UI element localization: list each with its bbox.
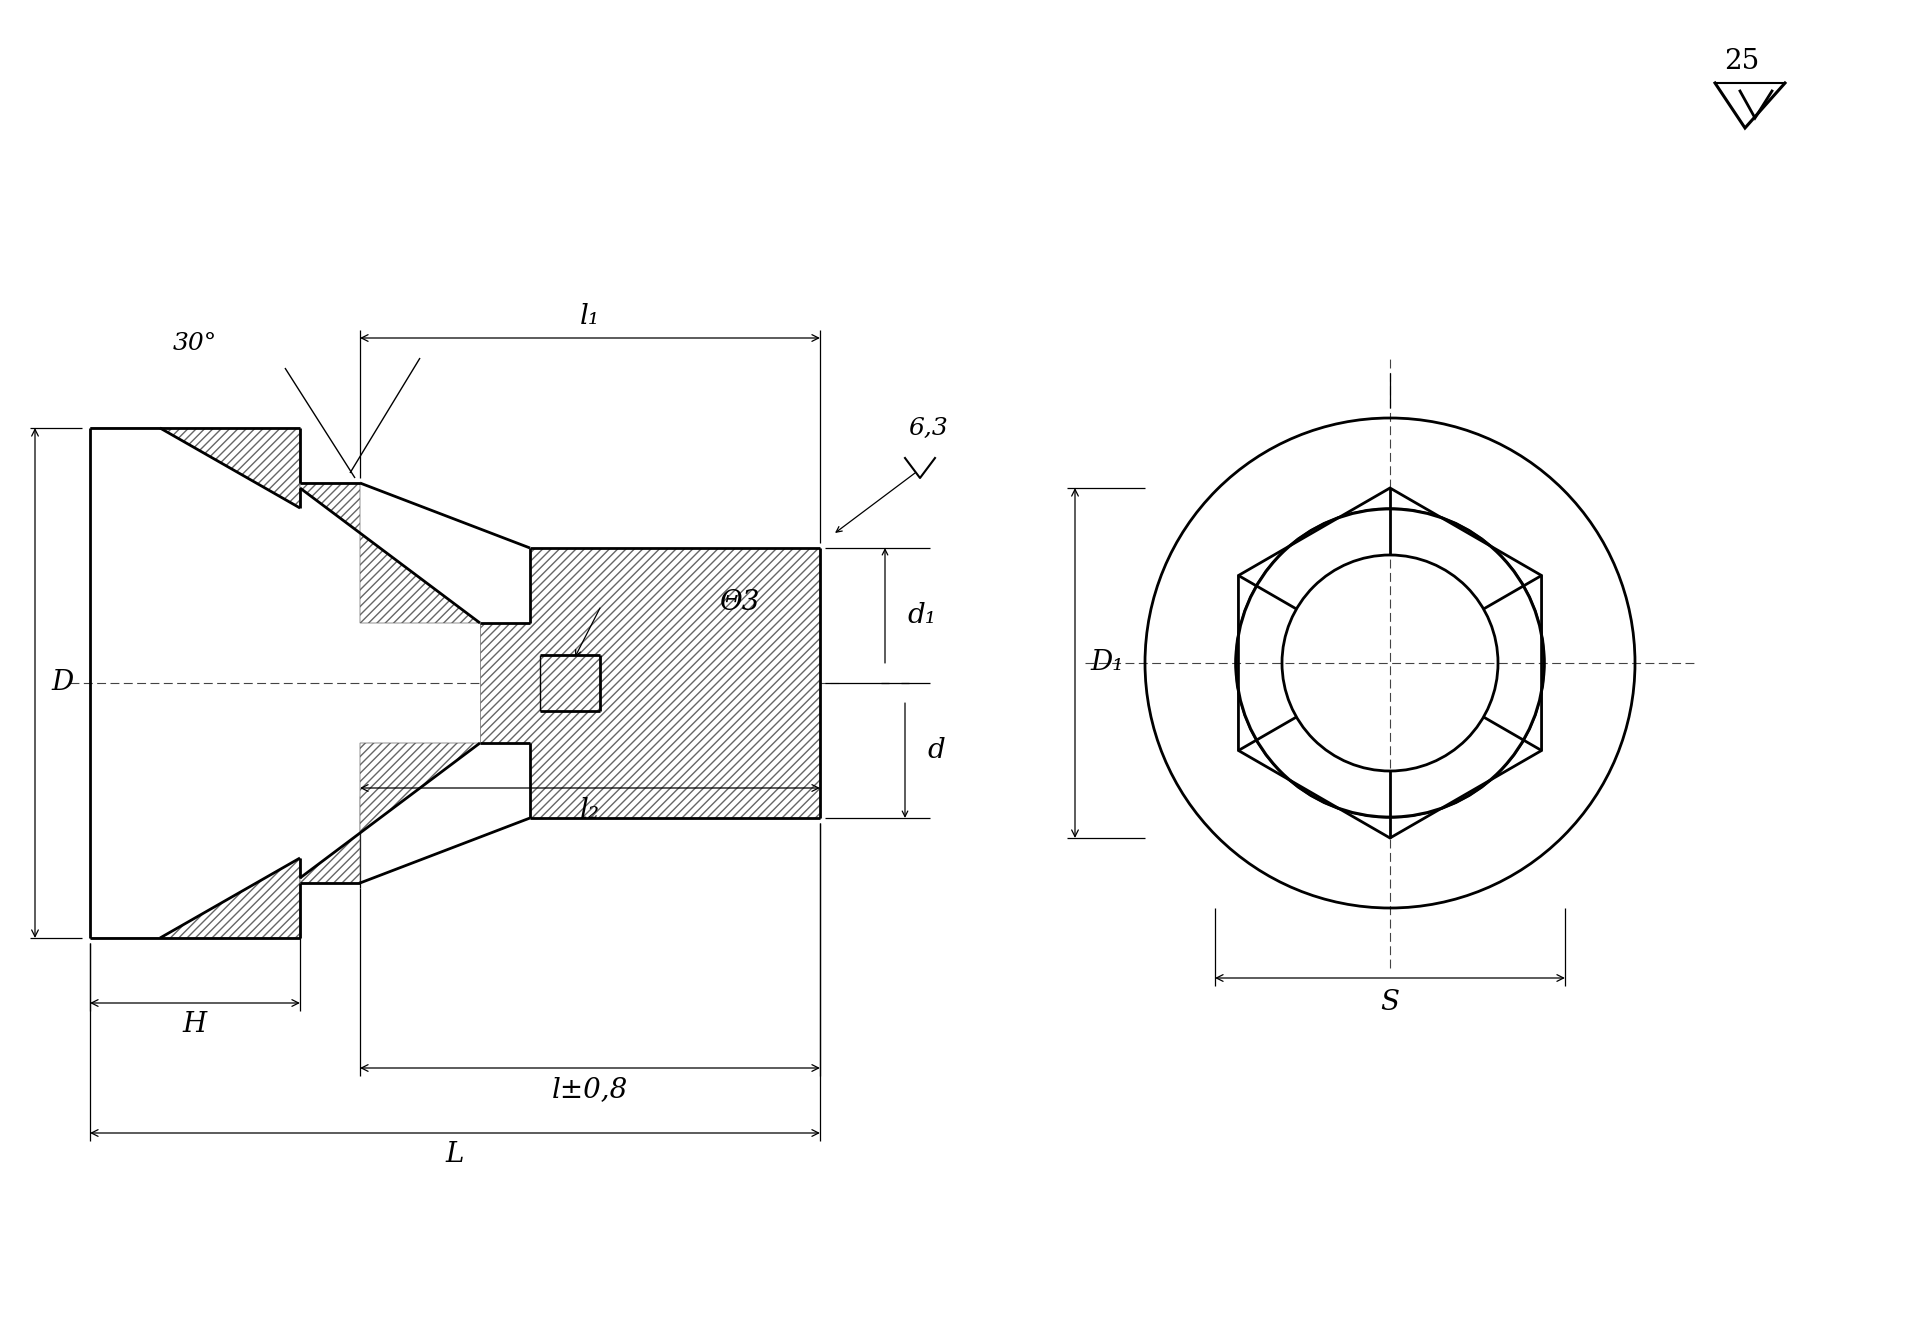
- Polygon shape: [90, 428, 300, 508]
- Text: Θ3: Θ3: [720, 590, 760, 616]
- Text: l±0,8: l±0,8: [551, 1077, 628, 1104]
- Text: D₁: D₁: [1091, 650, 1124, 677]
- Polygon shape: [90, 858, 300, 937]
- Text: 6,3: 6,3: [907, 416, 947, 441]
- Text: S: S: [1380, 990, 1399, 1017]
- Text: D: D: [52, 670, 75, 697]
- Text: L: L: [446, 1142, 465, 1168]
- Text: 25: 25: [1725, 48, 1759, 75]
- Polygon shape: [300, 483, 480, 623]
- Polygon shape: [480, 548, 819, 818]
- Text: l₁: l₁: [580, 302, 599, 329]
- Text: l₂: l₂: [580, 796, 599, 823]
- Text: d₁: d₁: [907, 602, 936, 629]
- Text: d: d: [926, 737, 946, 764]
- Text: H: H: [184, 1011, 207, 1038]
- Polygon shape: [300, 743, 480, 882]
- Text: 30°: 30°: [172, 332, 216, 355]
